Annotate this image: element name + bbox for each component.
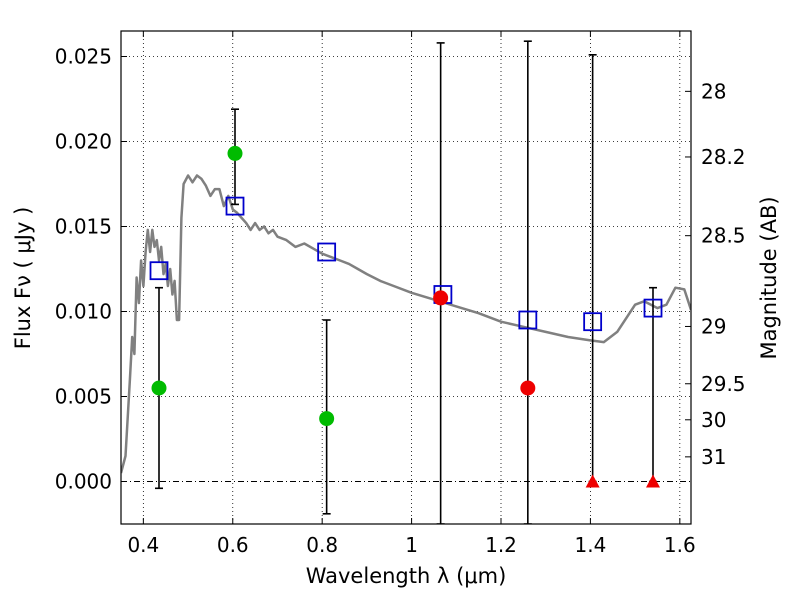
y-right-tick-label: 30 bbox=[701, 408, 726, 432]
x-tick-label: 0.6 bbox=[217, 533, 249, 557]
y-right-tick-label: 31 bbox=[701, 445, 726, 469]
x-tick-label: 1.4 bbox=[575, 533, 607, 557]
grid-lines bbox=[121, 31, 691, 524]
model-flux-square bbox=[518, 310, 538, 330]
model-flux-square bbox=[583, 312, 603, 332]
y-axis-right: 28 28.2 28.5 29 29.5 30 31 bbox=[685, 79, 746, 469]
x-tick-label: 1.6 bbox=[664, 533, 696, 557]
x-tick-label: 1 bbox=[405, 533, 418, 557]
model-flux-square bbox=[225, 196, 245, 216]
nondetection-triangle bbox=[646, 474, 660, 488]
y-tick-label: 0.010 bbox=[55, 300, 112, 324]
plot-frame bbox=[120, 30, 692, 525]
flux-point-red bbox=[520, 380, 536, 396]
x-axis-label: Wavelength λ (μm) bbox=[306, 564, 507, 588]
flux-point-red bbox=[433, 290, 449, 306]
y-right-tick-label: 29 bbox=[701, 314, 726, 338]
y-axis-right-label: Magnitude (AB) bbox=[757, 196, 781, 359]
y-tick-label: 0.015 bbox=[55, 215, 112, 239]
model-flux-square bbox=[149, 261, 169, 281]
y-tick-label: 0.025 bbox=[55, 45, 112, 69]
x-tick-label: 0.4 bbox=[127, 533, 159, 557]
y-right-tick-label: 28.2 bbox=[701, 145, 746, 169]
nondetection-triangle bbox=[585, 474, 600, 488]
x-tick-label: 0.8 bbox=[306, 533, 338, 557]
y-tick-label: 0.000 bbox=[55, 470, 112, 494]
y-right-tick-label: 29.5 bbox=[701, 372, 746, 396]
x-tick-label: 1.2 bbox=[485, 533, 517, 557]
y-axis-label: Flux Fν ( μJy ) bbox=[11, 207, 35, 350]
x-axis: 0.4 0.6 0.8 1 1.2 1.4 1.6 bbox=[127, 31, 696, 557]
detection-point bbox=[151, 380, 167, 396]
y-tick-label: 0.005 bbox=[55, 385, 112, 409]
y-axis-left: 0.000 0.005 0.010 0.015 0.020 0.025 bbox=[55, 45, 127, 494]
y-right-tick-label: 28 bbox=[701, 79, 726, 103]
plot-area bbox=[121, 40, 691, 524]
y-right-tick-label: 28.5 bbox=[701, 224, 746, 248]
y-tick-label: 0.020 bbox=[55, 130, 112, 154]
detection-point bbox=[319, 411, 335, 427]
model-flux-square bbox=[643, 298, 663, 318]
detection-point bbox=[227, 145, 243, 161]
model-flux-square bbox=[317, 242, 337, 262]
model-spectrum-line bbox=[121, 174, 691, 474]
